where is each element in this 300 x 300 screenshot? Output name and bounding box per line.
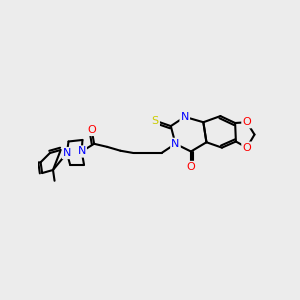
Text: O: O bbox=[187, 162, 195, 172]
Text: N: N bbox=[77, 146, 86, 157]
Text: O: O bbox=[242, 143, 251, 153]
Text: N: N bbox=[63, 148, 71, 158]
Text: O: O bbox=[242, 117, 251, 127]
Text: O: O bbox=[87, 125, 96, 135]
Text: N: N bbox=[171, 139, 180, 149]
Text: N: N bbox=[181, 112, 189, 122]
Text: S: S bbox=[152, 116, 159, 126]
